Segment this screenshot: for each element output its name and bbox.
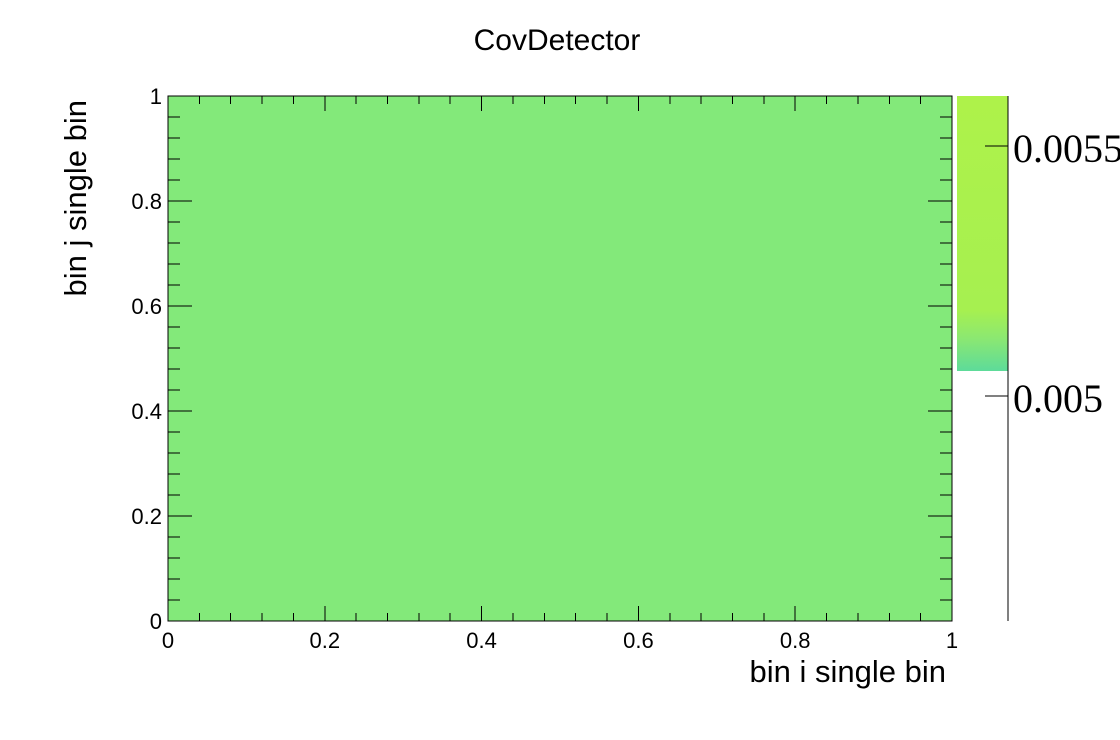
- y-axis-tick-labels: 0 0.2 0.4 0.6 0.8 1: [131, 84, 162, 634]
- y-tick-label: 0.2: [131, 504, 162, 529]
- y-tick-label: 1: [150, 84, 162, 109]
- colorbar-tick-labels: 0.005 0.0055: [1013, 126, 1120, 421]
- x-tick-label: 0: [162, 628, 174, 653]
- plot-frame: [167, 95, 953, 622]
- chart-title: CovDetector: [474, 24, 641, 57]
- x-tick-label: 0.4: [466, 628, 497, 653]
- x-tick-label: 0.2: [310, 628, 341, 653]
- x-tick-label: 0.6: [623, 628, 654, 653]
- colorbar-tick-label: 0.0055: [1013, 126, 1120, 171]
- colorbar: [957, 96, 1008, 371]
- x-axis-tick-labels: 0 0.2 0.4 0.6 0.8 1: [162, 628, 958, 653]
- colorbar-ticks: [985, 145, 1008, 397]
- y-tick-label: 0: [150, 609, 162, 634]
- x-tick-label: 1: [946, 628, 958, 653]
- colorbar-tick-label: 0.005: [1013, 376, 1103, 421]
- x-axis-ticks: [167, 96, 953, 621]
- y-axis-ticks: [168, 95, 952, 622]
- x-tick-label: 0.8: [780, 628, 811, 653]
- y-tick-label: 0.4: [131, 399, 162, 424]
- y-tick-label: 0.6: [131, 294, 162, 319]
- x-axis-title: bin i single bin: [750, 654, 946, 689]
- y-tick-label: 0.8: [131, 189, 162, 214]
- heatmap-cells: [168, 96, 952, 621]
- heatmap-cell-0: [168, 96, 952, 621]
- y-axis-title: bin j single bin: [58, 100, 93, 296]
